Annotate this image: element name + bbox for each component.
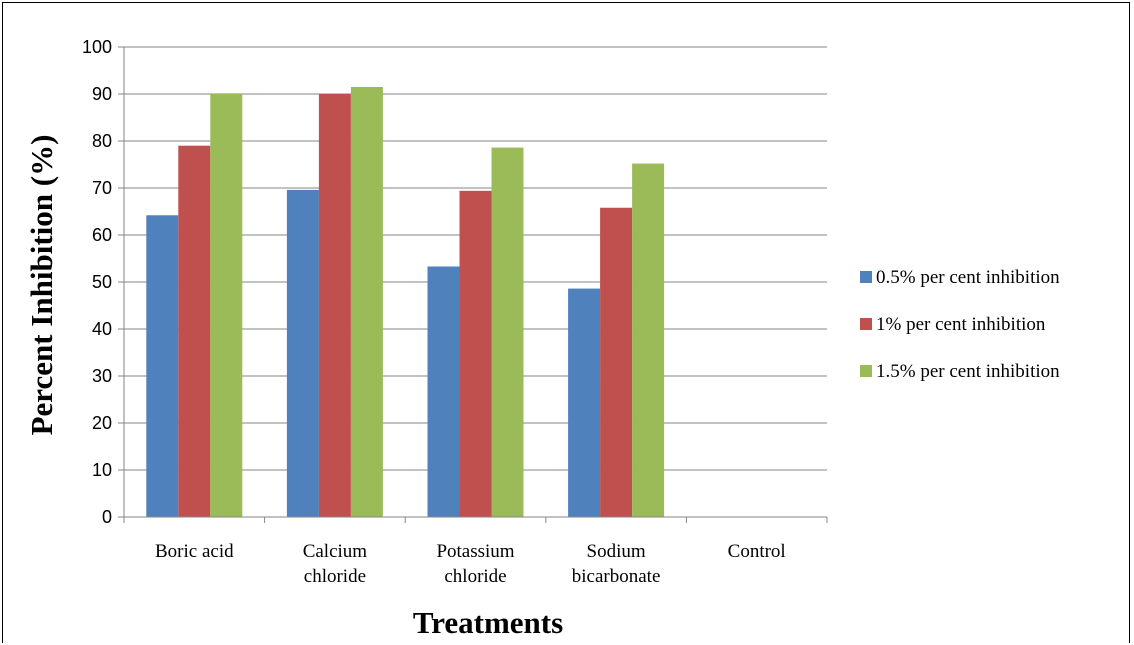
y-tick-label: 30: [92, 366, 112, 386]
y-tick-label: 20: [92, 413, 112, 433]
chart-frame-right-edge: [1129, 2, 1130, 643]
y-tick-label: 100: [82, 37, 112, 57]
legend-label: 0.5% per cent inhibition: [876, 267, 1060, 288]
bar: [210, 94, 243, 517]
y-tick-label: 90: [92, 84, 112, 104]
bar: [286, 189, 319, 517]
legend-label: 1% per cent inhibition: [876, 314, 1046, 335]
bars: [146, 86, 665, 518]
y-axis-ticks: 0 10 20 30 40 50 60 70 80 90 100: [82, 37, 124, 527]
x-category-label: Calcium: [303, 541, 368, 562]
legend-swatch: [860, 318, 872, 330]
bar: [568, 288, 601, 517]
bar: [600, 207, 633, 518]
x-category-label: Control: [728, 541, 786, 562]
x-category-label: bicarbonate: [572, 566, 661, 587]
x-category-label: Potassium: [436, 541, 514, 562]
legend-label: 1.5% per cent inhibition: [876, 361, 1060, 382]
y-tick-label: 10: [92, 460, 112, 480]
legend-swatch: [860, 271, 872, 283]
y-tick-label: 70: [92, 178, 112, 198]
bar: [427, 266, 460, 517]
bar: [632, 163, 665, 517]
bar: [350, 86, 383, 517]
y-tick-label: 40: [92, 319, 112, 339]
x-axis-title: Treatments: [413, 605, 563, 640]
y-tick-label: 60: [92, 225, 112, 245]
x-axis-categories: Boric acid Calcium chloride Potassium chlori…: [155, 541, 786, 587]
bar: [146, 215, 179, 517]
x-category-label: chloride: [444, 566, 506, 587]
bar: [491, 147, 524, 517]
bar: [178, 145, 211, 517]
y-tick-label: 0: [102, 507, 112, 527]
x-category-label: Boric acid: [155, 541, 234, 562]
legend: 0.5% per cent inhibition 1% per cent inhi…: [860, 267, 1060, 382]
bar: [318, 94, 351, 517]
bar: [459, 190, 492, 517]
y-tick-label: 80: [92, 131, 112, 151]
y-axis-title: Percent Inhibition (%): [24, 135, 59, 436]
y-tick-label: 50: [92, 272, 112, 292]
x-category-label: Sodium: [587, 541, 646, 562]
legend-swatch: [860, 365, 872, 377]
x-axis: [123, 47, 828, 523]
x-category-label: chloride: [304, 566, 366, 587]
